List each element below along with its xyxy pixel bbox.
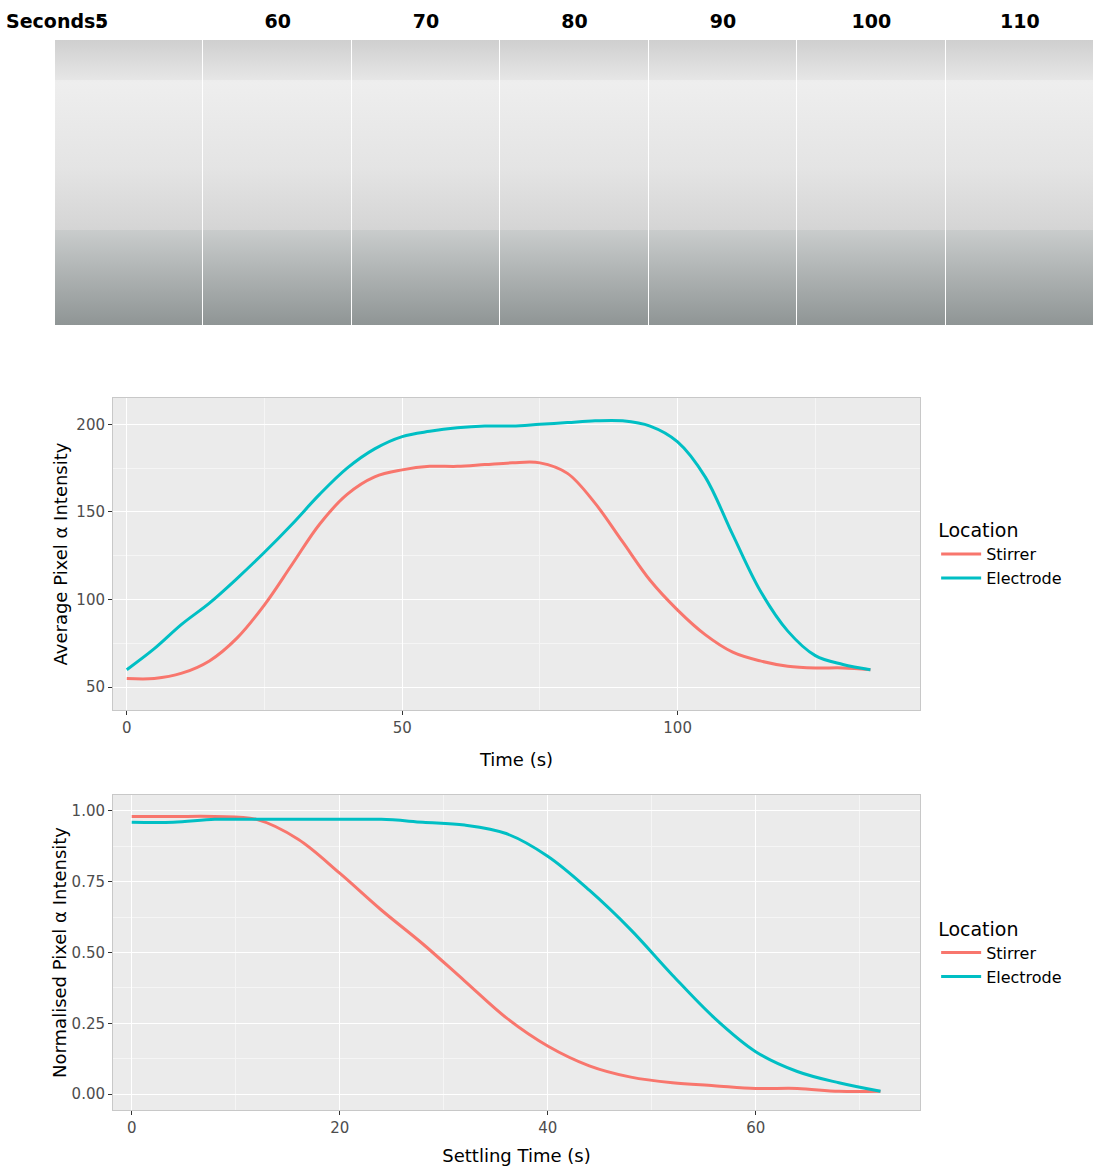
svg-text:150: 150 <box>76 503 105 521</box>
html-text:110: 110 <box>999 10 1040 32</box>
svg-text:0.25: 0.25 <box>72 1015 105 1033</box>
svg-text:100: 100 <box>663 719 692 737</box>
svg-text:Time (s): Time (s) <box>479 749 553 770</box>
html-text:80: 80 <box>561 10 588 32</box>
html-text:70: 70 <box>412 10 440 32</box>
svg-text:Normalised Pixel α Intensity: Normalised Pixel α Intensity <box>49 827 70 1078</box>
svg-text:Stirrer: Stirrer <box>986 545 1036 564</box>
svg-text:Electrode: Electrode <box>986 968 1061 987</box>
html-text:Seconds:: Seconds: <box>6 10 103 32</box>
svg-text:200: 200 <box>76 416 105 434</box>
svg-text:20: 20 <box>330 1119 349 1137</box>
html-text:90: 90 <box>709 10 737 32</box>
html-text:100: 100 <box>851 10 892 32</box>
svg-text:Location: Location <box>938 519 1018 541</box>
svg-text:Settling Time (s): Settling Time (s) <box>442 1145 590 1166</box>
svg-text:0: 0 <box>122 719 132 737</box>
svg-text:Location: Location <box>938 918 1018 940</box>
svg-text:50: 50 <box>393 719 412 737</box>
svg-text:100: 100 <box>76 591 105 609</box>
svg-text:0.75: 0.75 <box>72 873 105 891</box>
svg-text:Average Pixel α Intensity: Average Pixel α Intensity <box>50 442 71 665</box>
html-text:5: 5 <box>95 10 109 32</box>
html-text:60: 60 <box>264 10 291 32</box>
svg-text:0: 0 <box>127 1119 137 1137</box>
svg-text:0.00: 0.00 <box>72 1085 105 1103</box>
svg-text:Electrode: Electrode <box>986 569 1061 588</box>
svg-text:60: 60 <box>746 1119 765 1137</box>
svg-text:50: 50 <box>86 678 105 696</box>
svg-text:1.00: 1.00 <box>72 802 105 820</box>
svg-text:0.50: 0.50 <box>72 944 105 962</box>
svg-text:40: 40 <box>538 1119 557 1137</box>
svg-text:Stirrer: Stirrer <box>986 944 1036 963</box>
